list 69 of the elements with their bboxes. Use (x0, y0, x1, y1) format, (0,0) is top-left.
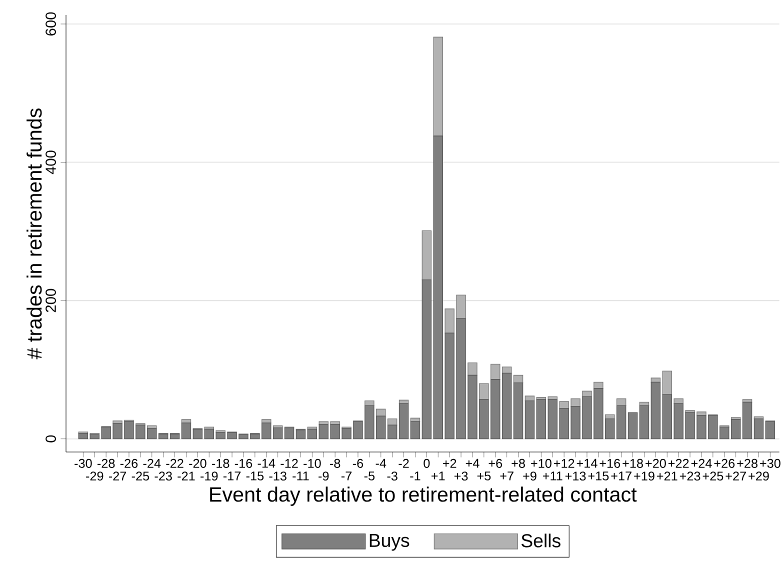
x-tick-label: -17 (223, 472, 241, 480)
x-tick-label: +30 (760, 458, 780, 468)
x-tick-label: -30 (74, 458, 92, 468)
x-tick-label: +15 (588, 472, 609, 480)
x-tick-label: +8 (512, 458, 525, 468)
x-tick-label: +5 (477, 472, 491, 480)
y-tick-label: 0 (46, 435, 56, 442)
x-tick-label: -29 (86, 472, 104, 481)
y-tick-label: 600 (46, 12, 56, 36)
x-tick-label: -22 (166, 458, 184, 468)
x-tick-label: -11 (292, 472, 309, 480)
x-tick-label: +11 (542, 472, 562, 480)
x-tick-label: +13 (565, 472, 586, 481)
x-tick-label: -23 (154, 472, 172, 481)
x-tick-label: -2 (398, 458, 409, 468)
legend-label: Buys (370, 534, 410, 551)
x-tick-label: +25 (702, 472, 724, 481)
x-tick-label: -27 (108, 472, 126, 480)
x-tick-label: -7 (341, 472, 352, 480)
x-tick-label: -14 (258, 458, 276, 468)
y-tick-label: 200 (46, 288, 56, 312)
x-tick-label: +6 (488, 458, 502, 468)
x-tick-label: 0 (424, 458, 430, 468)
x-tick-label: +16 (600, 458, 620, 468)
x-tick-label: -3 (387, 472, 398, 481)
x-tick-label: -9 (318, 472, 329, 481)
x-tick-label: -8 (330, 458, 340, 468)
x-tick-label: +2 (442, 458, 456, 468)
x-tick-label: -25 (132, 472, 150, 481)
x-tick-label: +17 (611, 472, 632, 480)
x-tick-label: -15 (246, 472, 264, 480)
x-tick-label: +22 (668, 458, 689, 468)
x-tick-label: -19 (200, 472, 218, 481)
x-tick-label: +19 (634, 472, 654, 481)
x-tick-label: -21 (178, 472, 195, 480)
x-tick-label: +21 (657, 472, 678, 480)
legend-label: Sells (522, 534, 560, 548)
x-tick-label: +28 (737, 458, 758, 468)
x-tick-label: -16 (234, 458, 252, 468)
x-tick-label: -12 (280, 458, 298, 468)
x-tick-label: -4 (376, 458, 386, 468)
x-tick-label: -24 (143, 458, 161, 468)
x-tick-label: -6 (352, 458, 364, 468)
x-tick-label: +9 (523, 472, 536, 481)
x-tick-label: -20 (189, 458, 206, 468)
x-tick-label: +24 (691, 458, 712, 468)
x-tick-label: +26 (714, 458, 735, 468)
x-tick-label: -26 (120, 458, 138, 468)
x-axis-title: Event day relative to retirement-related contact (210, 486, 637, 506)
y-tick-label: 400 (46, 150, 56, 174)
x-tick-label: +18 (622, 458, 643, 468)
x-tick-label: -1 (410, 472, 420, 480)
x-tick-label: -5 (364, 472, 375, 480)
x-tick-label: -28 (97, 458, 115, 468)
x-tick-label: -10 (304, 458, 321, 468)
x-tick-label: +14 (576, 458, 598, 468)
x-tick-label: +12 (554, 458, 574, 468)
x-tick-label: +3 (454, 472, 468, 481)
x-tick-label: -18 (212, 458, 230, 468)
x-tick-label: +20 (646, 458, 666, 468)
x-tick-label: +7 (500, 472, 514, 480)
x-tick-label: +4 (466, 458, 480, 468)
y-axis-title: # trades in retirement funds (26, 108, 42, 360)
x-tick-label: +10 (531, 458, 552, 468)
x-tick-label: +27 (726, 472, 746, 480)
x-tick-label: -13 (269, 472, 286, 481)
x-tick-label: +23 (680, 472, 700, 481)
x-tick-label: +1 (432, 472, 445, 480)
x-tick-label: +29 (748, 472, 769, 481)
